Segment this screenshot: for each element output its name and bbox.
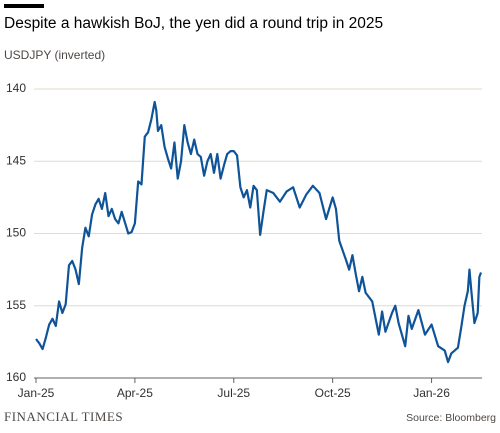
y-tick-label: 140 (6, 81, 26, 95)
x-tick-label: Jul-25 (217, 386, 250, 400)
source: Source: Bloomberg (406, 412, 496, 424)
x-tick-label: Apr-25 (117, 386, 153, 400)
x-tick-label: Jan-25 (18, 386, 55, 400)
price-line (35, 100, 483, 364)
chart-title: Despite a hawkish BoJ, the yen did a rou… (4, 15, 383, 32)
y-tick-label: 145 (6, 153, 26, 167)
y-tick-label: 155 (6, 298, 26, 312)
x-tick-label: Oct-25 (315, 386, 351, 400)
x-tick-label: Jan-26 (413, 386, 450, 400)
title-bar (4, 4, 44, 8)
y-tick-label: 160 (6, 370, 26, 384)
chart-subtitle: USDJPY (inverted) (4, 48, 105, 62)
y-tick-label: 150 (6, 226, 26, 240)
brand: FINANCIAL TIMES (4, 409, 123, 424)
